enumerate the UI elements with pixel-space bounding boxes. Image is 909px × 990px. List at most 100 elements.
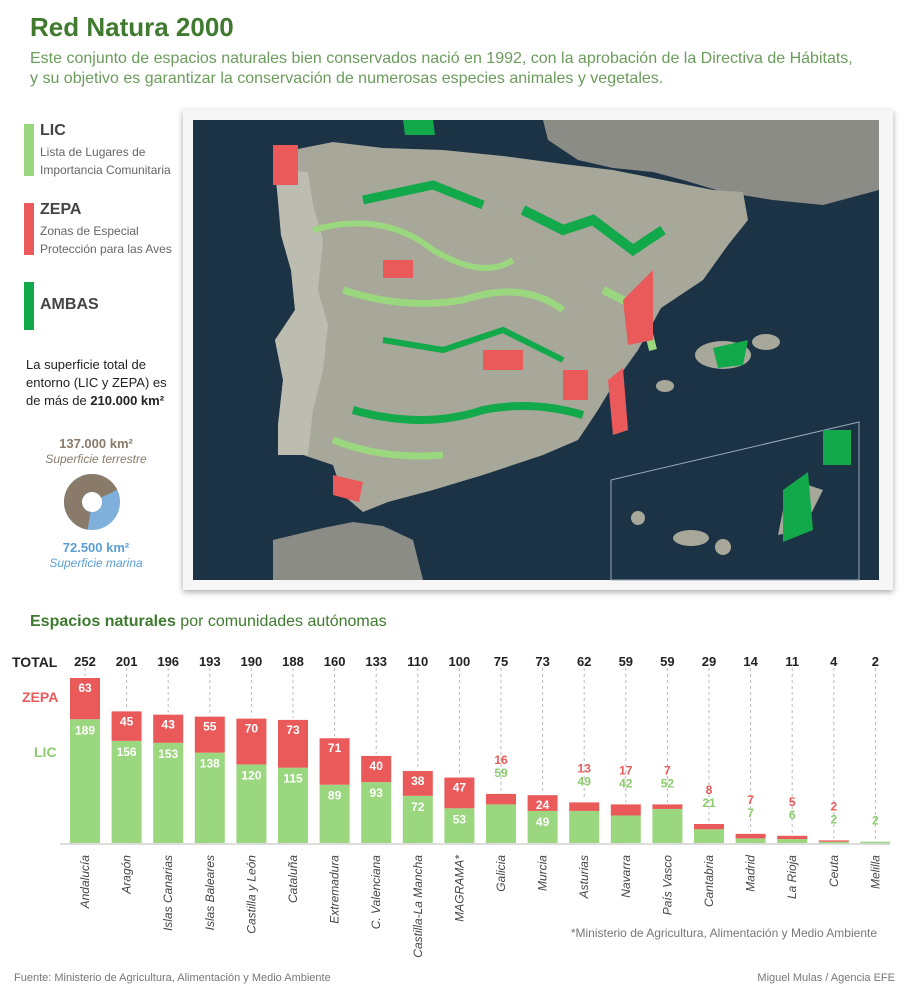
total-label: 190 [241, 654, 263, 669]
zepa-value-label: 16 [494, 753, 508, 767]
lic-bar [236, 764, 267, 843]
zepa-value-label: 40 [370, 759, 384, 773]
lic-value-label: 138 [200, 757, 220, 771]
zepa-value-label: 45 [120, 714, 134, 728]
zepa-bar [236, 718, 267, 765]
category-label: La Rioja [785, 855, 799, 899]
lic-title: LIC [40, 122, 66, 139]
zepa-value-label: 7 [664, 763, 671, 777]
total-label: 133 [365, 654, 387, 669]
zepa-bar [444, 777, 475, 809]
ambas-swatch [24, 282, 34, 330]
category-label: MAGRAMA* [452, 855, 466, 922]
zepa-desc-1: Zonas de Especial [40, 224, 139, 238]
lic-value-label: 2 [830, 812, 837, 826]
zepa-bar [652, 804, 683, 809]
zepa-value-label: 43 [162, 718, 176, 732]
lic-desc-2: Importancia Comunitaria [40, 163, 171, 177]
surface-note-3: de más de 210.000 km² [26, 392, 164, 410]
lic-value-label: 72 [411, 800, 425, 814]
total-label: 2 [872, 654, 879, 669]
lic-value-label: 115 [283, 772, 303, 786]
zepa-value-label: 24 [536, 798, 550, 812]
lic-value-label: 52 [661, 776, 675, 790]
zepa-value-label: 13 [578, 761, 592, 775]
la-palma [631, 511, 645, 525]
lic-bar [527, 810, 558, 843]
zepa-bar [694, 824, 724, 830]
lic-value-label: 2 [872, 814, 879, 828]
category-label: Madrid [744, 855, 758, 892]
lic-bar [735, 838, 766, 843]
zepa-value-label: 2 [830, 799, 837, 813]
zepa-value-label: 8 [706, 783, 713, 797]
lic-bar [652, 808, 683, 843]
zepa-value-label: 38 [411, 774, 425, 788]
marine-label: Superficie marina [49, 556, 143, 570]
zepa-bar [111, 711, 142, 741]
category-label: Aragón [120, 855, 134, 895]
zepa-bar [194, 716, 225, 753]
zepa-bar [818, 840, 849, 842]
ibiza [656, 380, 674, 392]
total-label: 11 [785, 654, 799, 669]
lic-bar [361, 782, 392, 843]
total-label: 188 [282, 654, 304, 669]
surface-note-3-prefix: de más de [26, 393, 91, 408]
category-label: Ceuta [827, 855, 841, 887]
lic-value-label: 153 [158, 747, 178, 761]
ambas-title: AMBAS [40, 296, 99, 313]
zepa-value-label: 5 [789, 795, 796, 809]
lic-bar [70, 719, 100, 843]
total-label: 160 [324, 654, 346, 669]
lic-value-label: 59 [494, 766, 508, 780]
total-label: 29 [702, 654, 716, 669]
canarias-inset-frame [610, 421, 860, 581]
lic-value-label: 120 [241, 768, 261, 782]
surface-donut [64, 474, 120, 530]
zepa-value-label: 73 [286, 723, 300, 737]
zepa-value-label: 7 [747, 793, 754, 807]
category-label: Cantabria [702, 855, 716, 907]
zepa-value-label: 17 [619, 763, 633, 777]
zepa-value-label: 71 [328, 741, 342, 755]
zepa-bar [361, 755, 392, 783]
lic-bar [694, 829, 724, 843]
portugal-land [275, 170, 328, 455]
lic-bar [569, 810, 600, 843]
surface-total-value: 210.000 km² [90, 393, 165, 408]
category-label: Asturias [577, 855, 591, 899]
category-label: Andalucía [78, 855, 92, 910]
section-title: Espacios naturales por comunidades autón… [30, 613, 387, 631]
lic-bar [194, 752, 225, 843]
category-label: Cataluña [286, 855, 300, 903]
total-label: 59 [660, 654, 674, 669]
total-label: 201 [116, 654, 138, 669]
category-label: Islas Canarias [161, 855, 175, 931]
source: Fuente: Ministerio de Agricultura, Alime… [14, 972, 331, 984]
category-label: C. Valenciana [369, 855, 383, 930]
terrestrial-label: Superficie terrestre [45, 452, 147, 466]
total-label: 14 [743, 654, 758, 669]
menorca [752, 334, 780, 350]
total-label: 75 [494, 654, 508, 669]
lic-value-label: 49 [578, 774, 592, 788]
section-title-bold: Espacios naturales [30, 613, 176, 630]
zepa-bar [278, 719, 308, 768]
lic-value-label: 53 [453, 812, 467, 826]
lic-value-label: 7 [747, 806, 754, 820]
zepa-bar [70, 678, 100, 720]
lic-swatch [24, 124, 34, 176]
zepa-value-label: 55 [203, 720, 217, 734]
total-label: 193 [199, 654, 221, 669]
terrestrial-value: 137.000 km² [59, 436, 133, 451]
lic-bar [818, 841, 849, 844]
lic-bar [444, 808, 475, 843]
zepa-bar [735, 833, 766, 839]
total-label: 4 [830, 654, 838, 669]
zepa-row-label: ZEPA [22, 689, 59, 705]
total-label: 62 [577, 654, 591, 669]
france-land [543, 120, 879, 205]
marine-value: 72.500 km² [62, 540, 130, 555]
zepa-value-label: 47 [453, 781, 467, 795]
